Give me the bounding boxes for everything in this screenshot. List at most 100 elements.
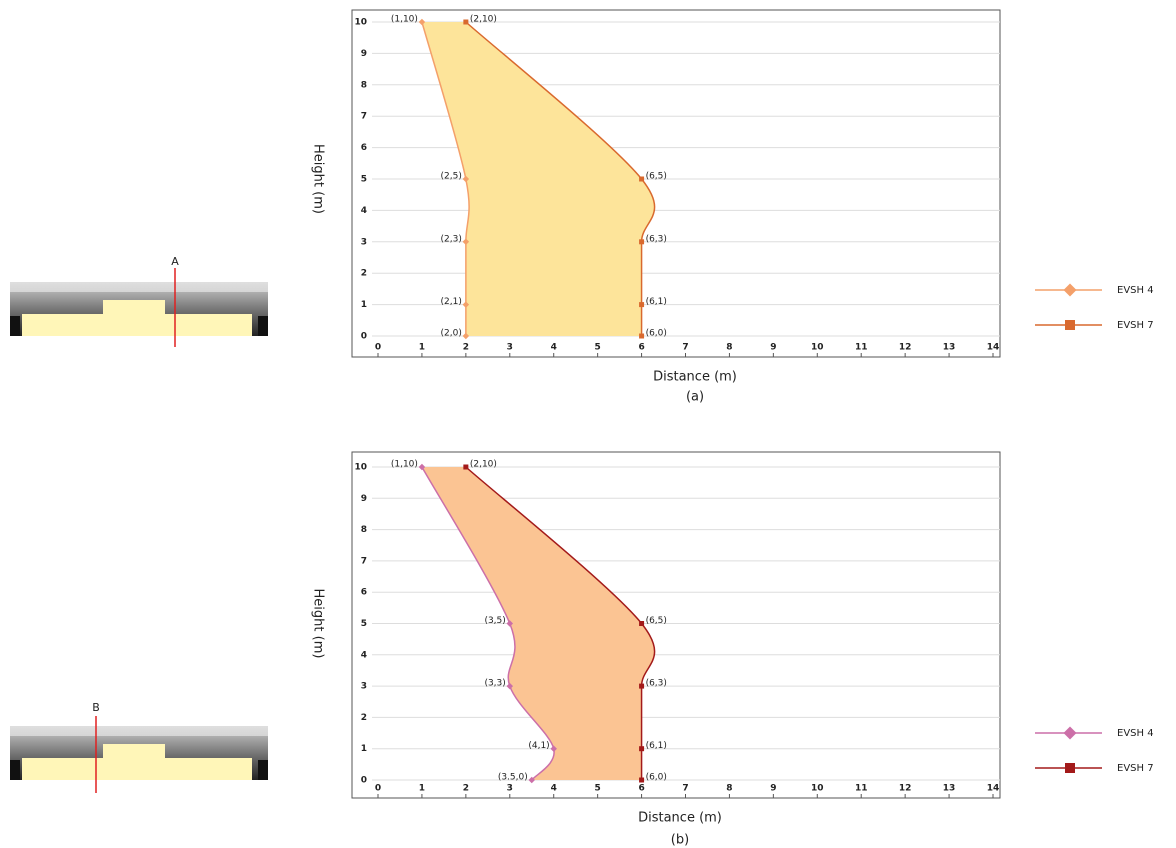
- x-tick-label: 12: [899, 343, 912, 353]
- legend-label: EVSH 4: [1117, 728, 1154, 739]
- x-tick-label: 6: [638, 343, 644, 353]
- y-tick-label: 8: [361, 80, 367, 90]
- point-label: (6,1): [646, 297, 667, 307]
- x-tick-label: 9: [770, 784, 776, 794]
- y-tick-label: 10: [354, 18, 367, 28]
- point: [639, 239, 644, 244]
- legend-label: EVSH 4: [1117, 285, 1154, 296]
- point-label: (2,5): [441, 172, 462, 182]
- x-tick-label: 3: [507, 784, 513, 794]
- caption: (b): [671, 833, 689, 848]
- y-tick-label: 7: [361, 556, 367, 566]
- y-tick-label: 4: [361, 206, 367, 216]
- x-tick-label: 10: [811, 343, 824, 353]
- legend-marker: [1064, 727, 1077, 740]
- y-axis-label: Height (m): [311, 144, 326, 214]
- x-tick-label: 4: [551, 343, 557, 353]
- x-tick-label: 1: [419, 784, 425, 794]
- point-label: (4,1): [528, 741, 549, 751]
- y-tick-label: 2: [361, 713, 367, 723]
- y-tick-label: 0: [361, 332, 367, 342]
- point-label: (2,3): [441, 234, 462, 244]
- y-tick-label: 10: [354, 463, 367, 473]
- y-tick-label: 3: [361, 682, 367, 692]
- x-axis-label: Distance (m): [653, 370, 737, 385]
- x-tick-label: 4: [551, 784, 557, 794]
- point-label: (6,3): [646, 679, 667, 689]
- figure: A B 01234567891001234567891011121314Dist…: [0, 0, 1176, 848]
- point-label: (2,10): [470, 460, 497, 470]
- x-tick-label: 3: [507, 343, 513, 353]
- x-tick-label: 7: [682, 784, 688, 794]
- legend-marker: [1065, 763, 1075, 773]
- y-tick-label: 4: [361, 650, 367, 660]
- x-tick-label: 7: [682, 343, 688, 353]
- point-label: (6,0): [646, 329, 667, 339]
- caption: (a): [686, 390, 704, 405]
- point-label: (1,10): [391, 460, 418, 470]
- section-label: A: [171, 255, 179, 268]
- x-tick-label: 8: [726, 343, 732, 353]
- point: [639, 334, 644, 339]
- y-tick-label: 5: [361, 175, 367, 185]
- y-tick-label: 6: [361, 588, 367, 598]
- point-label: (6,5): [646, 172, 667, 182]
- x-tick-label: 11: [855, 343, 868, 353]
- legend-label: EVSH 7: [1117, 320, 1154, 331]
- x-tick-label: 0: [375, 784, 381, 794]
- x-tick-label: 12: [899, 784, 912, 794]
- x-tick-label: 8: [726, 784, 732, 794]
- point-label: (6,1): [646, 741, 667, 751]
- x-tick-label: 13: [943, 343, 956, 353]
- page: A B 01234567891001234567891011121314Dist…: [0, 0, 1176, 848]
- x-tick-label: 11: [855, 784, 868, 794]
- y-axis-label: Height (m): [311, 589, 326, 659]
- point: [639, 302, 644, 307]
- point-label: (3,5): [484, 616, 505, 626]
- point-label: (2,1): [441, 297, 462, 307]
- y-tick-label: 9: [361, 494, 367, 504]
- point-label: (3.5,0): [498, 773, 528, 783]
- cross-section-thumbnail: [10, 726, 268, 780]
- point-label: (6,0): [646, 773, 667, 783]
- y-tick-label: 9: [361, 49, 367, 59]
- point-label: (6,5): [646, 616, 667, 626]
- point: [463, 465, 468, 470]
- x-tick-label: 2: [463, 343, 469, 353]
- point: [639, 778, 644, 783]
- y-tick-label: 2: [361, 269, 367, 279]
- point-label: (2,0): [441, 329, 462, 339]
- cross-section-thumbnail: [10, 282, 268, 336]
- legend-marker: [1065, 320, 1075, 330]
- x-tick-label: 5: [595, 784, 601, 794]
- x-tick-label: 14: [987, 784, 1000, 794]
- y-tick-label: 8: [361, 525, 367, 535]
- y-tick-label: 5: [361, 619, 367, 629]
- y-tick-label: 7: [361, 112, 367, 122]
- point-label: (1,10): [391, 15, 418, 25]
- y-tick-label: 0: [361, 776, 367, 786]
- point-label: (6,3): [646, 234, 667, 244]
- point: [639, 746, 644, 751]
- point-label: (3,3): [484, 679, 505, 689]
- x-tick-label: 14: [987, 343, 1000, 353]
- x-axis-label: Distance (m): [638, 811, 722, 826]
- y-tick-label: 1: [361, 744, 367, 754]
- x-tick-label: 0: [375, 343, 381, 353]
- x-tick-label: 5: [595, 343, 601, 353]
- point: [639, 621, 644, 626]
- legend-marker: [1064, 284, 1077, 297]
- y-tick-label: 3: [361, 237, 367, 247]
- legend-label: EVSH 7: [1117, 763, 1154, 774]
- section-label: B: [92, 701, 100, 714]
- point: [639, 177, 644, 182]
- x-tick-label: 1: [419, 343, 425, 353]
- x-tick-label: 2: [463, 784, 469, 794]
- x-tick-label: 13: [943, 784, 956, 794]
- x-tick-label: 9: [770, 343, 776, 353]
- x-tick-label: 10: [811, 784, 824, 794]
- x-tick-label: 6: [638, 784, 644, 794]
- point: [639, 684, 644, 689]
- y-tick-label: 1: [361, 300, 367, 310]
- point: [463, 20, 468, 25]
